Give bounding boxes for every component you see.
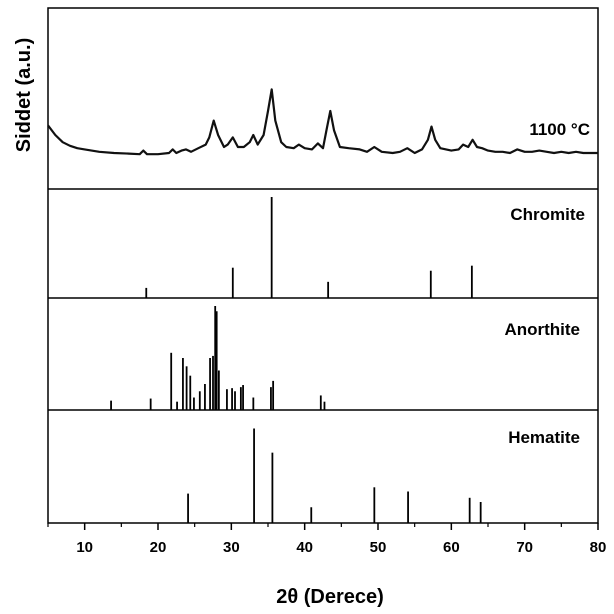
plot-frame (47, 7, 599, 524)
panel-label: Anorthite (504, 320, 580, 339)
y-axis-label: Siddet (a.u.) (13, 38, 35, 152)
x-tick-label: 80 (590, 539, 607, 556)
x-tick-label: 60 (443, 539, 460, 556)
x-axis-label: 2θ (Derece) (276, 586, 384, 608)
x-tick-label: 40 (296, 539, 313, 556)
x-tick-label: 20 (150, 539, 167, 556)
x-axis: 10 20 30 40 50 60 70 80 (47, 523, 607, 556)
series-line (47, 88, 598, 156)
panel-frames (47, 7, 599, 524)
panel-hematite: Hematite (187, 428, 580, 523)
panel-label: Chromite (510, 205, 585, 224)
x-tick-label: 50 (370, 539, 387, 556)
panel-1100-c: 1100 °C (47, 88, 598, 156)
panel-label: Hematite (508, 428, 580, 447)
panel-anorthite: Anorthite (110, 306, 580, 410)
panels: 1100 °C Chromite Anorthite Hematite (47, 88, 598, 523)
x-tick-label: 70 (516, 539, 533, 556)
panel-chromite: Chromite (145, 197, 585, 298)
panel-label: 1100 °C (529, 120, 590, 139)
x-tick-label: 30 (223, 539, 240, 556)
x-tick-label: 10 (76, 539, 93, 556)
